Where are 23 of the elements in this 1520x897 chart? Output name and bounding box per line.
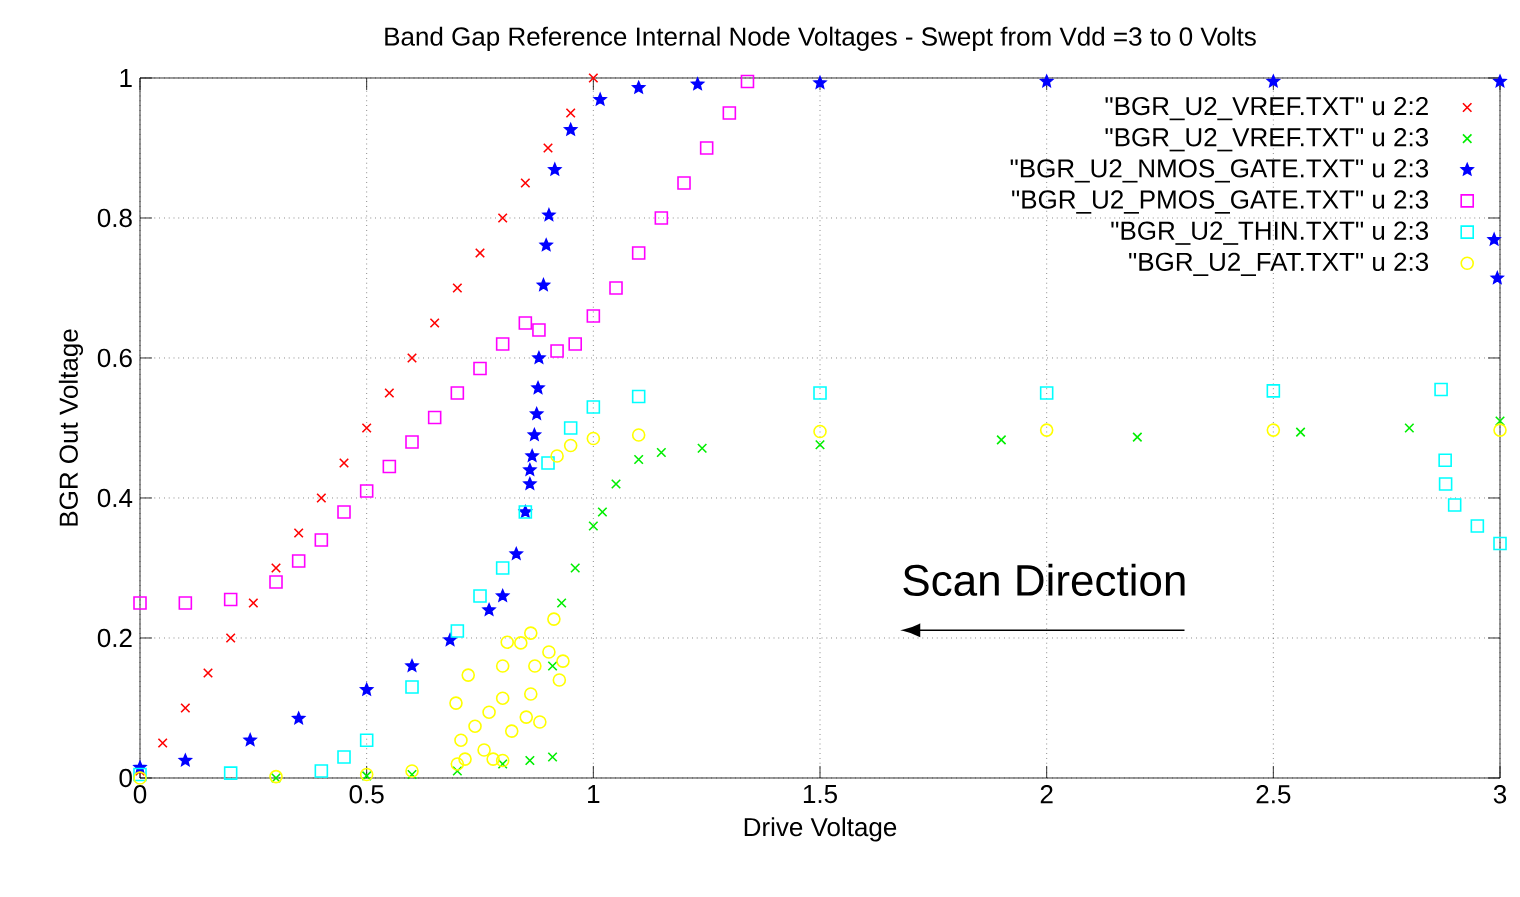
x-tick-label: 0 xyxy=(133,785,147,804)
legend-label: "BGR_U2_PMOS_GATE.TXT" u 2:3 xyxy=(1012,190,1429,214)
y-tick-label: 0.4 xyxy=(97,488,133,508)
legend-label: "BGR_U2_VREF.TXT" u 2:2 xyxy=(1105,96,1428,121)
legend-label: "BGR_U2_THIN.TXT" u 2:3 xyxy=(1111,221,1429,245)
x-tick-label: 2.5 xyxy=(1256,785,1291,804)
x-tick-label: 1 xyxy=(588,785,600,803)
chart-title: Band Gap Reference Internal Node Voltages - Swept from Vdd =3 to 0 Volts xyxy=(385,26,1256,51)
x-tick-label: 1.5 xyxy=(803,785,837,804)
y-axis-title: BGR Out Voltage xyxy=(58,329,84,526)
y-tick-label: 0.2 xyxy=(97,628,132,648)
legend-label: "BGR_U2_NMOS_GATE.TXT" u 2:3 xyxy=(1010,159,1429,183)
y-tick-label: 0.8 xyxy=(97,208,132,228)
x-axis-title: Drive Voltage xyxy=(744,817,897,842)
y-tick-label: 0 xyxy=(119,768,132,788)
annotation: Scan Direction xyxy=(903,563,1185,597)
y-tick-label: 1 xyxy=(120,69,132,87)
x-tick-label: 0.5 xyxy=(349,785,384,804)
x-tick-label: 3 xyxy=(1493,785,1507,804)
legend-label: "BGR_U2_VREF.TXT" u 2:3 xyxy=(1105,128,1429,152)
legend-label: "BGR_U2_FAT.TXT" u 2:3 xyxy=(1129,252,1429,276)
x-tick-label: 2 xyxy=(1040,785,1053,804)
y-tick-label: 0.6 xyxy=(97,348,132,368)
